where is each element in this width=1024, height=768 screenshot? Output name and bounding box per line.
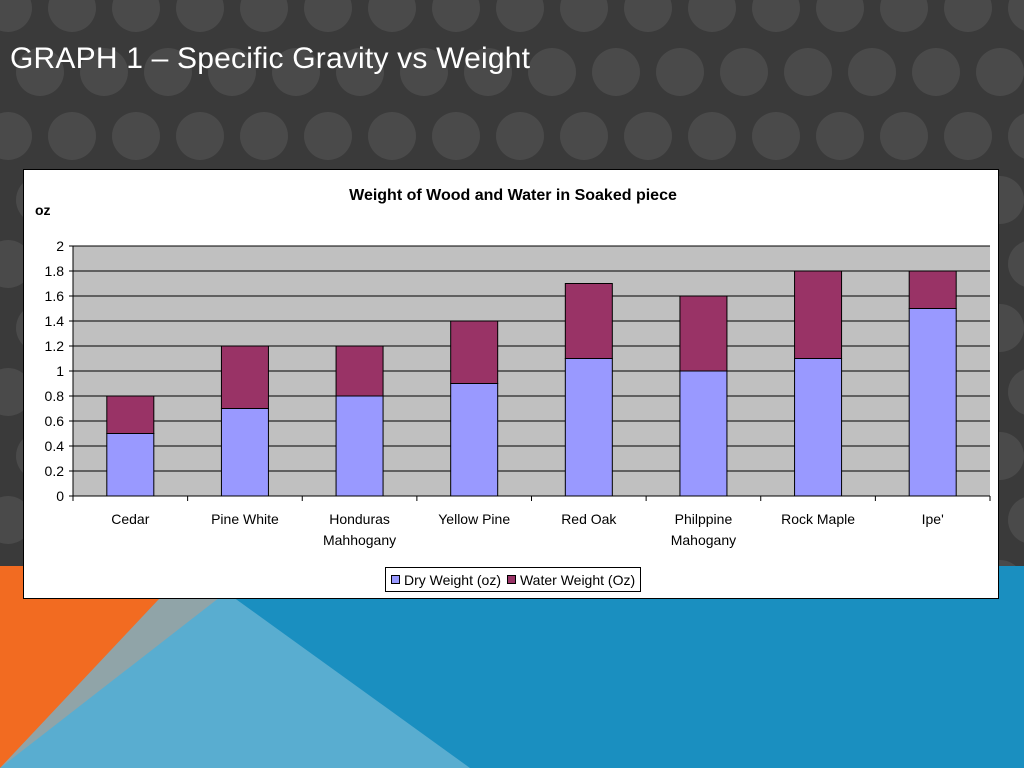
x-tick-label: Rock Maple	[781, 511, 855, 527]
bar-water-weight	[564, 283, 613, 359]
bar-water-weight	[450, 320, 499, 384]
bar-dry-weight	[106, 433, 155, 497]
legend-label-dry: Dry Weight (oz)	[404, 571, 501, 588]
light-blue-triangle	[0, 566, 470, 768]
bar-water-weight	[908, 270, 957, 309]
bar-dry-weight	[908, 308, 957, 497]
bar-dry-weight	[794, 358, 843, 497]
bar-water-weight	[335, 345, 384, 397]
legend-label-water: Water Weight (Oz)	[519, 571, 636, 588]
y-tick-label: 0.6	[45, 413, 65, 429]
y-tick-label: 1.6	[45, 288, 65, 304]
x-tick-label: Yellow Pine	[438, 511, 510, 527]
x-tick-label: Honduras	[329, 511, 390, 527]
y-tick-label: 2	[56, 238, 64, 254]
x-tick-label: Red Oak	[561, 511, 617, 527]
y-axis-label: oz	[35, 202, 51, 218]
chart-container: Weight of Wood and Water in Soaked piece…	[23, 169, 999, 599]
y-tick-label: 1.8	[45, 263, 65, 279]
y-tick-label: 1.4	[45, 313, 65, 329]
x-tick-label: Philppine	[675, 511, 733, 527]
bar-dry-weight	[450, 383, 499, 497]
bar-water-weight	[106, 395, 155, 434]
slide-title: GRAPH 1 – Specific Gravity vs Weight	[10, 42, 531, 75]
bar-water-weight	[679, 295, 728, 372]
bar-dry-weight	[679, 370, 728, 497]
y-tick-label: 0.4	[45, 438, 65, 454]
legend-item-dry: Dry Weight (oz)	[391, 572, 501, 588]
stacked-bar-chart: Weight of Wood and Water in Soaked piece…	[35, 187, 991, 548]
x-tick-label: Cedar	[111, 511, 149, 527]
bar-water-weight	[220, 345, 269, 409]
legend-swatch-water	[506, 575, 516, 584]
y-tick-label: 0	[56, 488, 64, 504]
chart-legend: Dry Weight (oz) Water Weight (Oz)	[385, 567, 642, 592]
y-tick-label: 1	[56, 363, 64, 379]
x-tick-label: Ipe'	[922, 511, 944, 527]
y-tick-label: 1.2	[45, 338, 65, 354]
chart-title: Weight of Wood and Water in Soaked piece	[349, 187, 677, 204]
bar-dry-weight	[335, 395, 384, 497]
bar-dry-weight	[220, 408, 269, 497]
x-tick-label: Mahhogany	[323, 532, 396, 548]
y-tick-label: 0.8	[45, 388, 65, 404]
y-tick-label: 0.2	[45, 463, 65, 479]
legend-item-water: Water Weight (Oz)	[506, 571, 636, 588]
x-tick-label: Mahogany	[671, 532, 736, 548]
legend-swatch-dry	[391, 575, 400, 584]
bar-dry-weight	[564, 358, 613, 497]
bar-water-weight	[794, 270, 843, 359]
x-tick-label: Pine White	[211, 511, 279, 527]
